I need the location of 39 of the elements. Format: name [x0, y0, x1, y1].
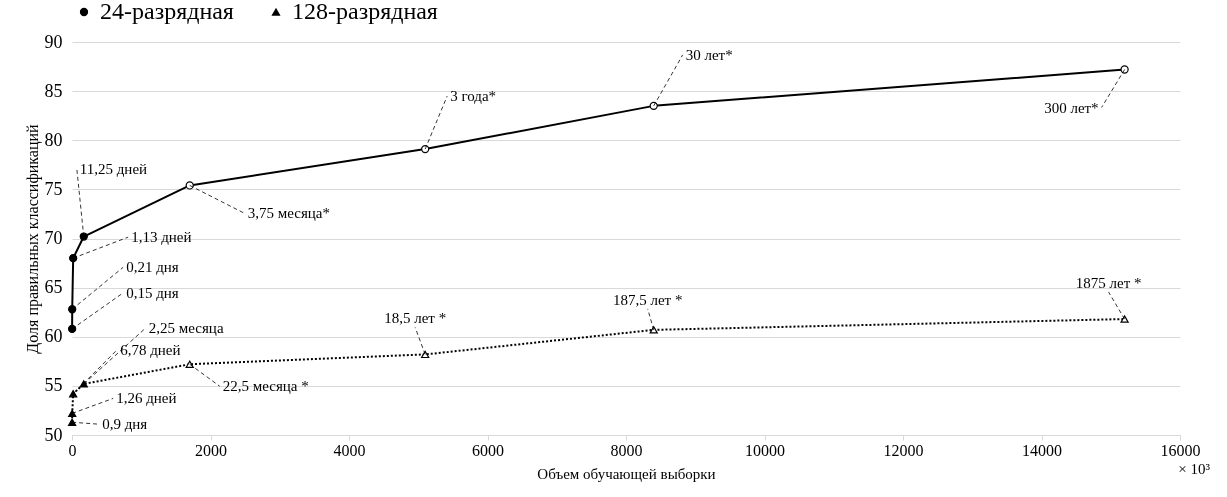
- y-tick-label: 70: [44, 228, 63, 248]
- annotation: 30 лет*: [685, 46, 733, 63]
- text: × 10³: [1178, 461, 1211, 477]
- annotation: 187,5 лет *: [612, 291, 683, 308]
- annotation: 300 лет*: [1044, 99, 1099, 116]
- x-axis-title: Объем обучающей выборки: [537, 465, 716, 482]
- annotation: 0,15 дня: [126, 284, 179, 301]
- annotation: 18,5 лет *: [384, 310, 447, 327]
- annotation: 1,26 дней: [116, 390, 177, 407]
- x-tick-label: 4000: [333, 441, 366, 459]
- x-tick-label: 16000: [1160, 441, 1201, 459]
- annotation: 6,78 дней: [120, 341, 181, 358]
- x-tick-label: 12000: [883, 441, 924, 459]
- x-tick-label: 2000: [195, 441, 227, 459]
- y-tick-label: 90: [44, 31, 63, 52]
- annotation: 3 года*: [450, 88, 497, 105]
- annotation: 0,9 дня: [102, 416, 148, 433]
- x-tick-label: 10000: [745, 441, 785, 459]
- y-tick-label: 60: [44, 326, 63, 347]
- annotation: 0,21 дня: [126, 259, 179, 276]
- annotation: 1,13 дней: [131, 229, 192, 246]
- legend-label: 24-разрядная: [100, 0, 234, 24]
- y-tick-label: 55: [44, 375, 63, 396]
- x-tick-label: 8000: [610, 441, 643, 459]
- annotation: 1875 лет *: [1075, 275, 1142, 292]
- legend-label: 128-разрядная: [292, 0, 438, 24]
- y-tick-label: 85: [44, 80, 63, 101]
- y-tick-label: 75: [44, 178, 63, 199]
- y-axis-title: Доля правильных классификаций: [23, 123, 42, 354]
- annotation: 3,75 месяца*: [247, 205, 330, 222]
- y-tick-label: 50: [44, 424, 63, 445]
- x-tick-label: 0: [68, 441, 77, 459]
- annotation: 11,25 дней: [79, 160, 148, 177]
- x-tick-label: 14000: [1022, 441, 1062, 459]
- y-tick-label: 65: [44, 277, 63, 298]
- annotation: 22,5 месяца *: [222, 378, 309, 395]
- y-tick-label: 80: [44, 129, 63, 150]
- annotation: 2,25 месяца: [148, 319, 224, 336]
- x-tick-label: 6000: [472, 441, 504, 459]
